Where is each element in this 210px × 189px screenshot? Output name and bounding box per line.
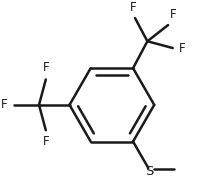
Text: F: F: [179, 42, 185, 55]
Text: F: F: [170, 8, 176, 21]
Text: S: S: [145, 165, 153, 178]
Text: F: F: [43, 61, 50, 74]
Text: F: F: [130, 1, 136, 14]
Text: F: F: [1, 98, 8, 111]
Text: F: F: [43, 135, 50, 148]
